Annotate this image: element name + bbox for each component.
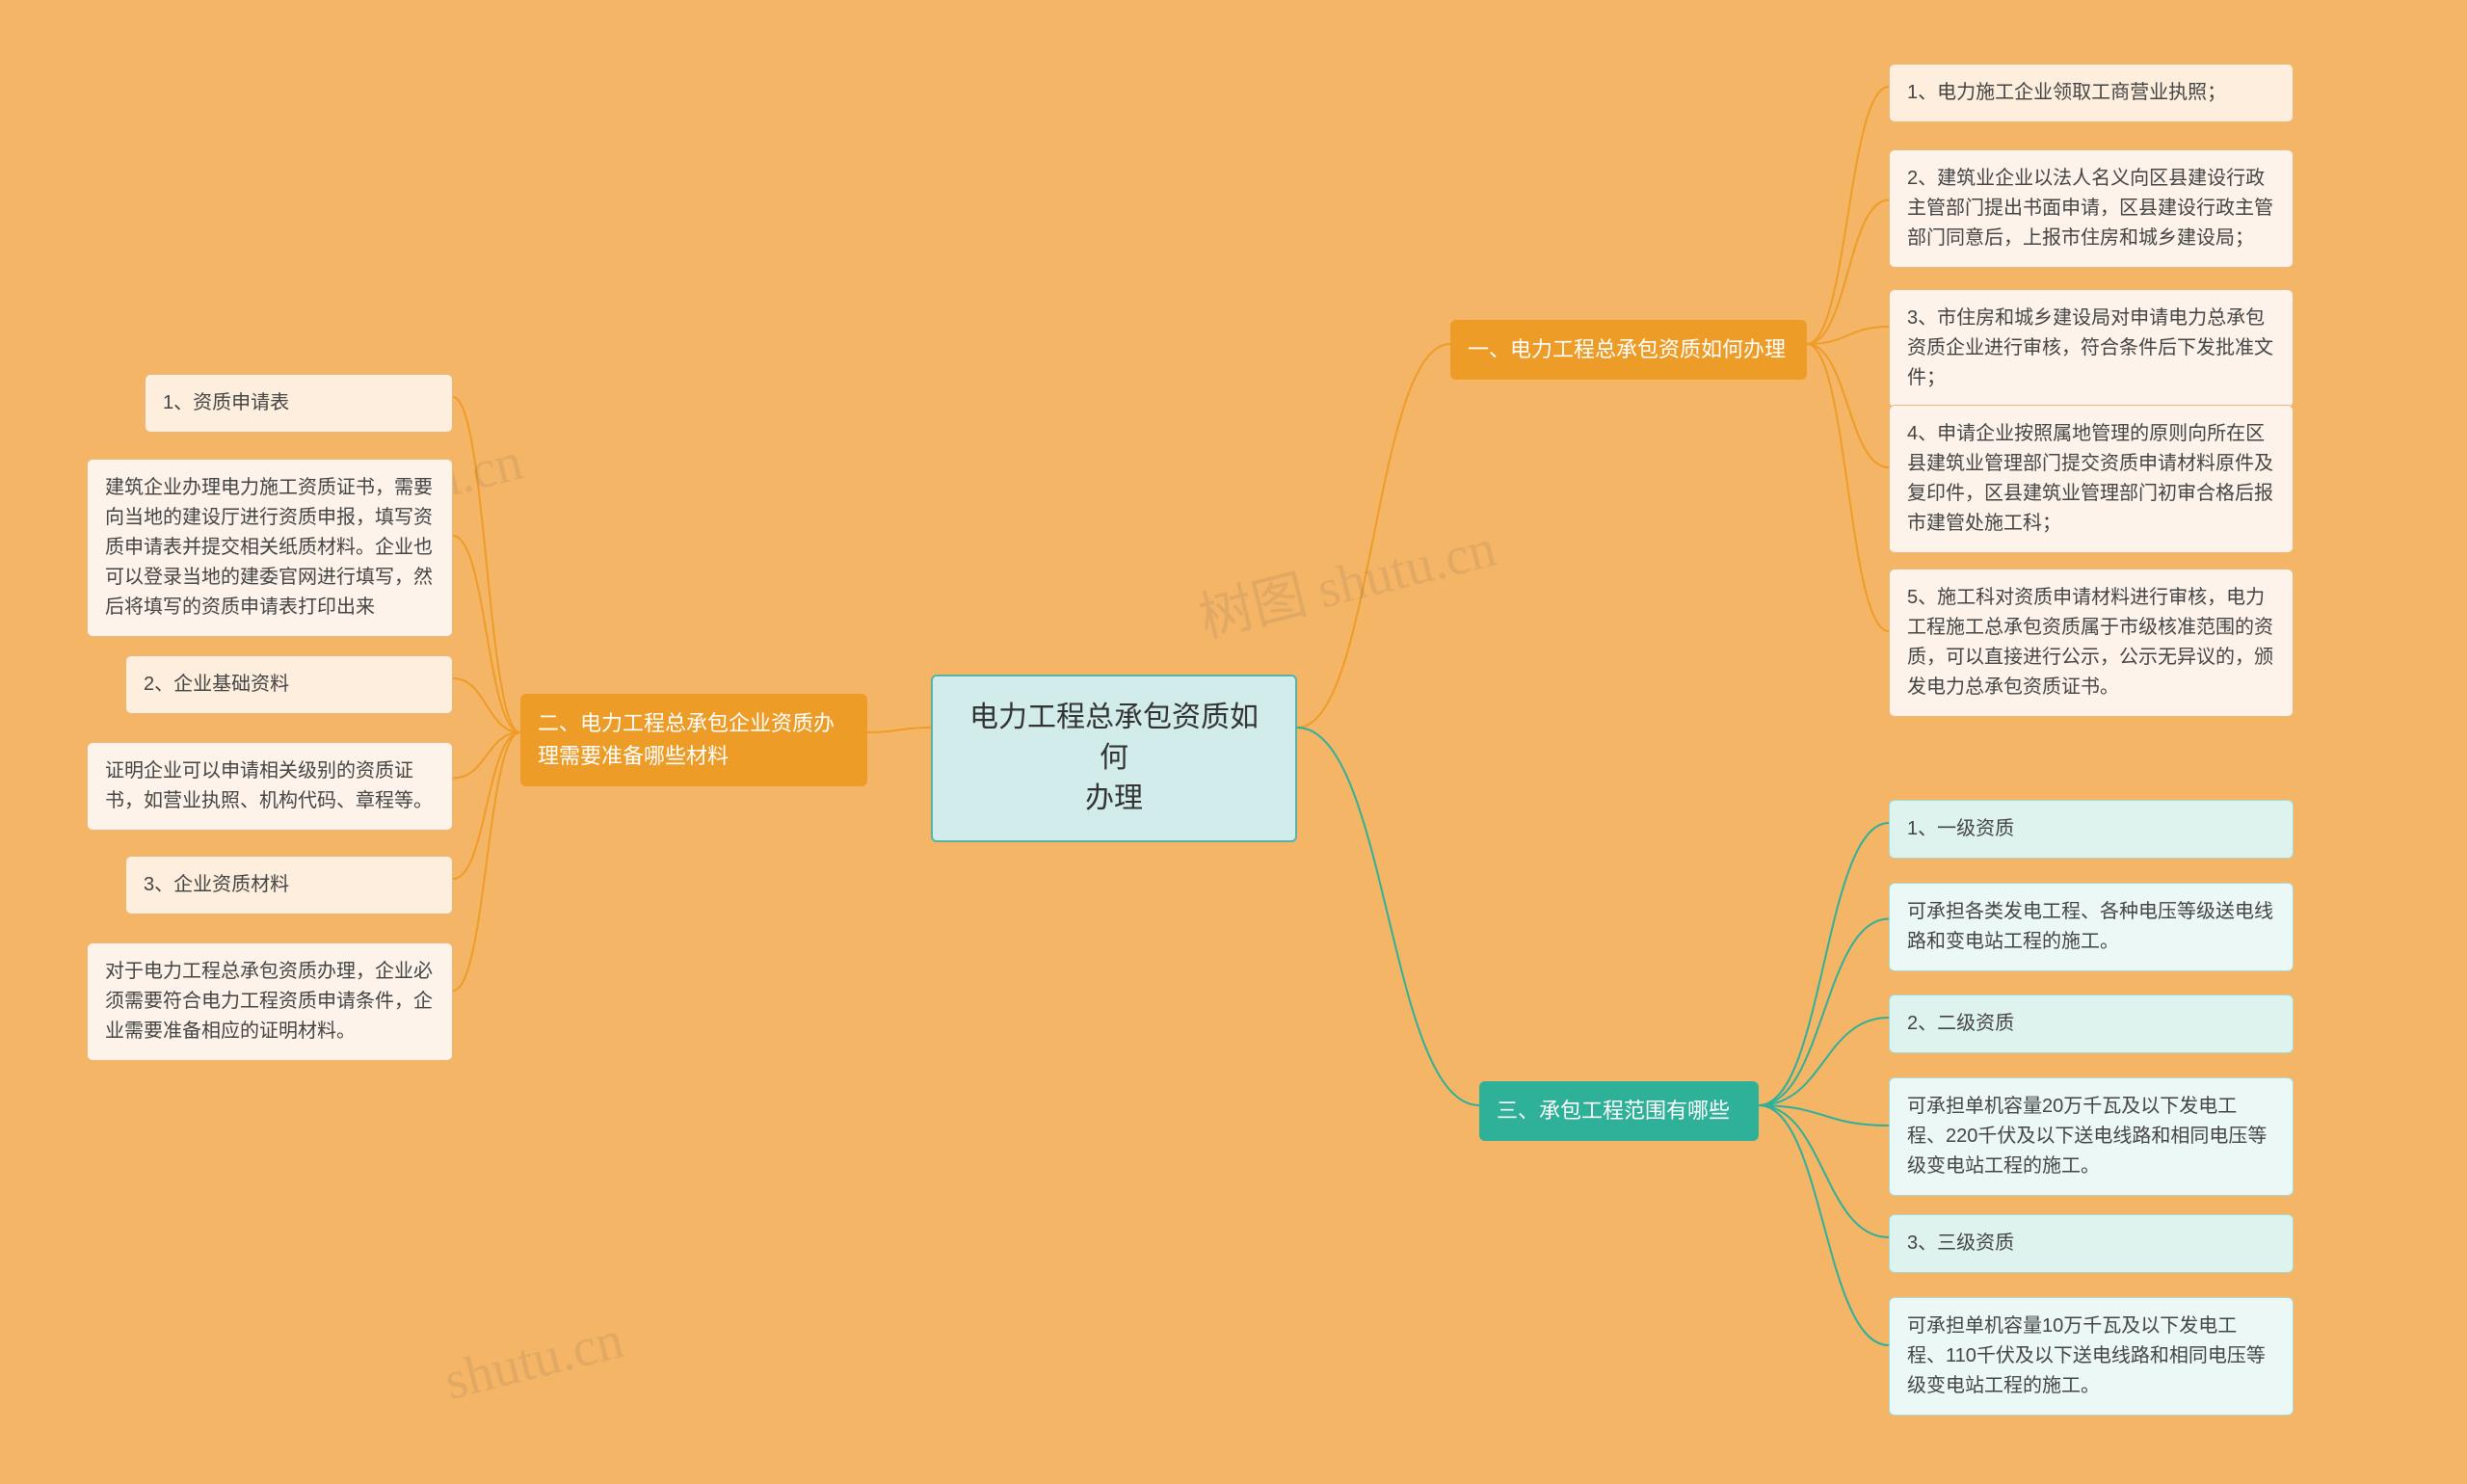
watermark-3: shutu.cn — [438, 1309, 629, 1413]
branch-2-leaf-2[interactable]: 建筑企业办理电力施工资质证书，需要向当地的建设厅进行资质申报，填写资质申请表并提… — [87, 459, 453, 637]
branch-3-leaf-1[interactable]: 1、一级资质 — [1889, 800, 2294, 859]
branch-2-leaf-1[interactable]: 1、资质申请表 — [145, 374, 453, 433]
branch-1-leaf-3[interactable]: 3、市住房和城乡建设局对申请电力总承包资质企业进行审核，符合条件后下发批准文件； — [1889, 289, 2294, 408]
branch-3-leaf-4[interactable]: 可承担单机容量20万千瓦及以下发电工程、220千伏及以下送电线路和相同电压等级变… — [1889, 1077, 2294, 1196]
branch-1-leaf-5[interactable]: 5、施工科对资质申请材料进行审核，电力工程施工总承包资质属于市级核准范围的资质，… — [1889, 569, 2294, 717]
branch-1[interactable]: 一、电力工程总承包资质如何办理 — [1450, 320, 1807, 380]
branch-3-leaf-2[interactable]: 可承担各类发电工程、各种电压等级送电线路和变电站工程的施工。 — [1889, 883, 2294, 971]
root-node[interactable]: 电力工程总承包资质如何办理 — [931, 675, 1297, 842]
branch-2-leaf-6[interactable]: 对于电力工程总承包资质办理，企业必须需要符合电力工程资质申请条件，企业需要准备相… — [87, 942, 453, 1061]
branch-2-leaf-5[interactable]: 3、企业资质材料 — [125, 856, 453, 914]
branch-1-leaf-4[interactable]: 4、申请企业按照属地管理的原则向所在区县建筑业管理部门提交资质申请材料原件及复印… — [1889, 405, 2294, 553]
branch-3-leaf-3[interactable]: 2、二级资质 — [1889, 994, 2294, 1053]
branch-3-leaf-5[interactable]: 3、三级资质 — [1889, 1214, 2294, 1273]
branch-2[interactable]: 二、电力工程总承包企业资质办理需要准备哪些材料 — [520, 694, 867, 786]
branch-1-leaf-1[interactable]: 1、电力施工企业领取工商营业执照； — [1889, 64, 2294, 122]
branch-3-leaf-6[interactable]: 可承担单机容量10万千瓦及以下发电工程、110千伏及以下送电线路和相同电压等级变… — [1889, 1297, 2294, 1416]
watermark-2: 树图 shutu.cn — [1190, 504, 1502, 653]
branch-1-leaf-2[interactable]: 2、建筑业企业以法人名义向区县建设行政主管部门提出书面申请，区县建设行政主管部门… — [1889, 149, 2294, 268]
branch-2-leaf-4[interactable]: 证明企业可以申请相关级别的资质证书，如营业执照、机构代码、章程等。 — [87, 742, 453, 831]
branch-2-leaf-3[interactable]: 2、企业基础资料 — [125, 655, 453, 714]
branch-3[interactable]: 三、承包工程范围有哪些 — [1479, 1081, 1759, 1141]
